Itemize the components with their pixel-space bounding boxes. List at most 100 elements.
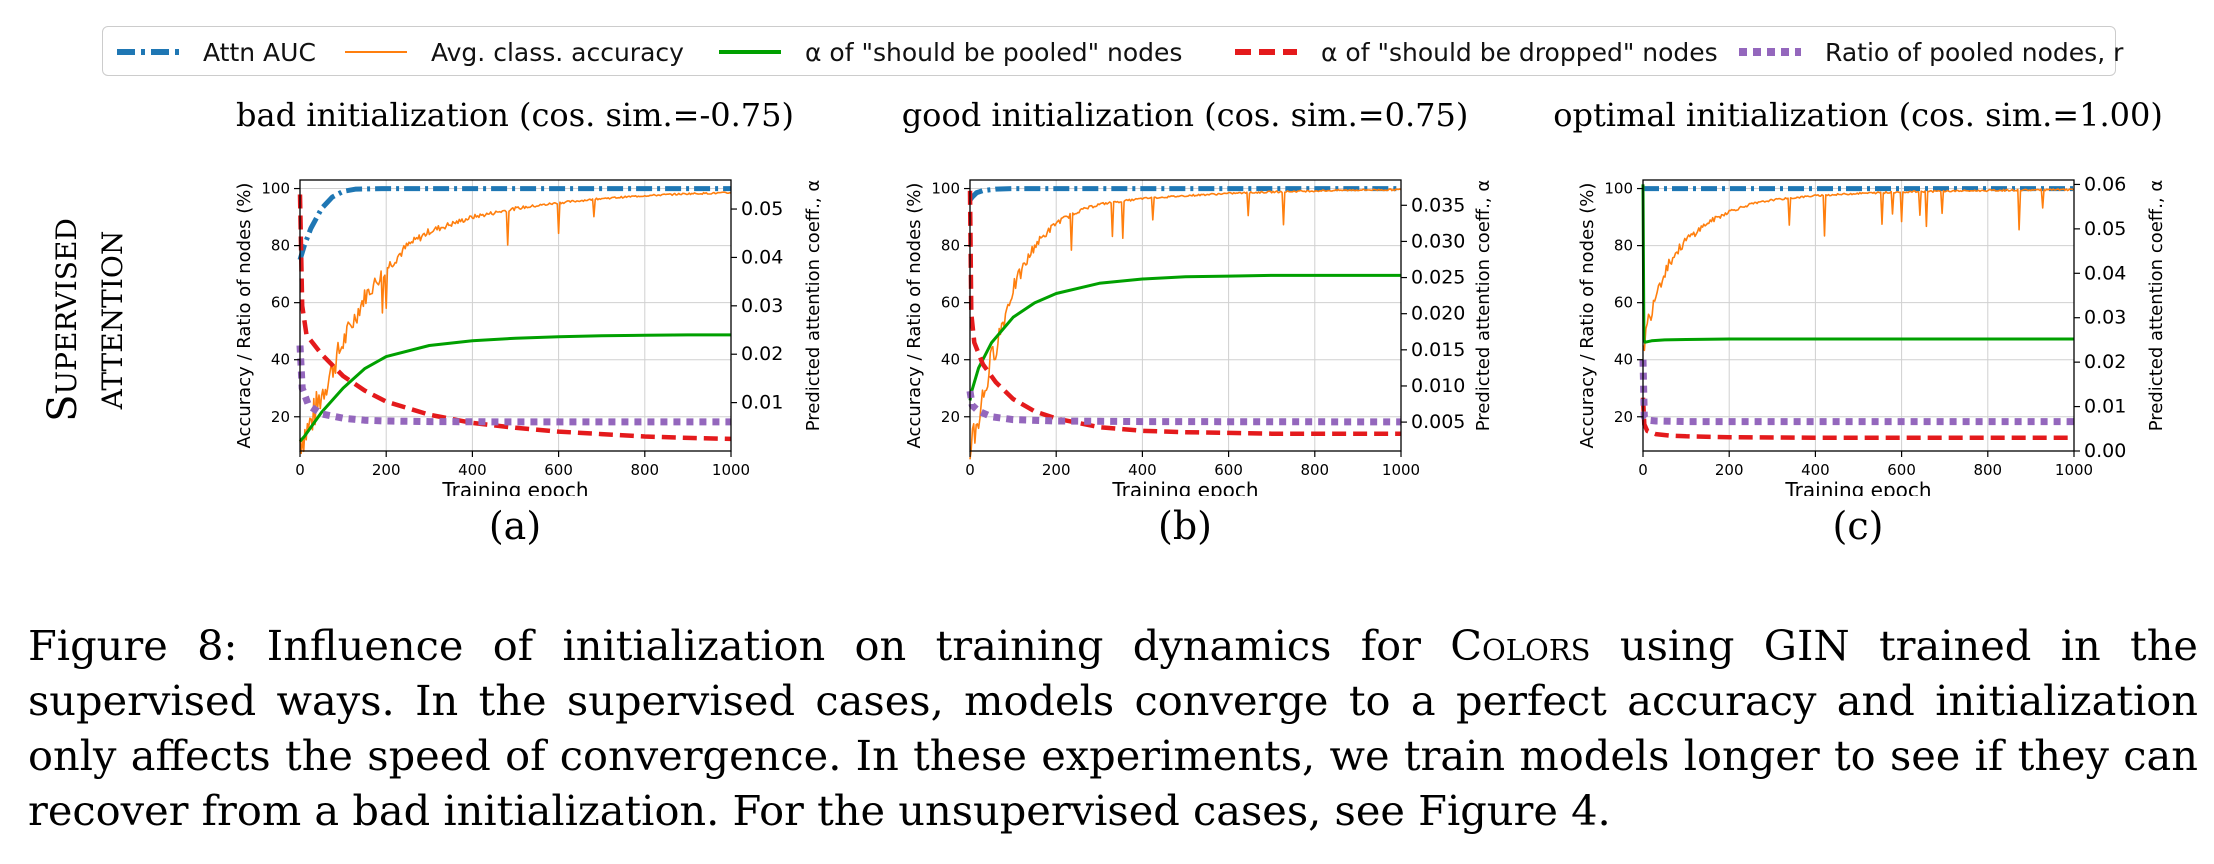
chart-title: optimal initialization (cos. sim.=1.00) xyxy=(1553,96,2163,134)
chart-plot-b: 0 200 400 600 800 1000 20 40 60 80 100 0.005 0.010 0.… xyxy=(904,179,1494,496)
legend-label: Ratio of pooled nodes, r xyxy=(1825,37,2124,67)
y-tick-label: 80 xyxy=(271,237,290,255)
chart-panel-a: bad initialization (cos. sim.=-0.75) 0 20… xyxy=(165,96,865,556)
legend-item-dropped-alpha: α of "should be dropped" nodes xyxy=(1233,27,1718,77)
x-tick-label: 400 xyxy=(1128,461,1157,479)
legend-label: α of "should be dropped" nodes xyxy=(1321,37,1718,67)
x-tick-label: 0 xyxy=(965,461,975,479)
row-label: Supervised attention xyxy=(40,170,132,470)
y-tick-label: 80 xyxy=(1614,237,1633,255)
x-tick-label: 1000 xyxy=(1382,461,1420,479)
x-tick-label: 800 xyxy=(630,461,659,479)
legend-swatch-pooled-alpha xyxy=(719,50,781,54)
y2-tick-label: 0.010 xyxy=(1411,375,1465,397)
y2-tick-label: 0.030 xyxy=(1411,230,1465,252)
series-line-attn-auc xyxy=(297,186,731,261)
x-tick-label: 200 xyxy=(1042,461,1071,479)
chart-plot-c: 0 200 400 600 800 1000 20 40 60 80 100 0.00 0.01 0.02… xyxy=(1577,173,2167,496)
y2-tick-label: 0.005 xyxy=(1411,411,1465,433)
series-line-of-should-be-pooled-nodes xyxy=(968,273,1401,401)
y-tick-label: 60 xyxy=(941,294,960,312)
x-tick-label: 0 xyxy=(1638,461,1648,479)
y2-axis-label: Predicted attention coeff., α xyxy=(803,180,824,431)
chart-title: good initialization (cos. sim.=0.75) xyxy=(901,96,1469,134)
y2-tick-label: 0.015 xyxy=(1411,339,1465,361)
series-line-ratio-of-pooled-nodes-r xyxy=(1639,359,2074,426)
x-axis-label: Training epoch xyxy=(441,478,588,496)
y2-tick-label: 0.03 xyxy=(741,295,783,317)
y-axis-label: Accuracy / Ratio of nodes (%) xyxy=(234,183,255,449)
figure-caption: Figure 8: Influence of initialization on… xyxy=(28,618,2198,838)
legend-item-accuracy: Avg. class. accuracy xyxy=(343,27,684,77)
legend-label: α of "should be pooled" nodes xyxy=(805,37,1183,67)
y-tick-label: 60 xyxy=(1614,294,1633,312)
y2-tick-label: 0.02 xyxy=(741,343,783,365)
row-label-line1: Supervised xyxy=(40,218,86,422)
axes-frame xyxy=(299,179,732,452)
legend-swatch-ratio xyxy=(1739,48,1801,56)
chart-title: bad initialization (cos. sim.=-0.75) xyxy=(236,96,794,134)
series-line-avg-class-accuracy xyxy=(969,188,1402,460)
y2-tick-label: 0.06 xyxy=(2084,173,2126,195)
y2-tick-label: 0.035 xyxy=(1411,194,1465,216)
y2-tick-label: 0.04 xyxy=(741,246,783,268)
series-line-avg-class-accuracy xyxy=(1642,188,2075,352)
grid xyxy=(299,180,732,451)
y-tick-label: 20 xyxy=(271,408,290,426)
y-tick-label: 100 xyxy=(931,180,960,198)
series-line-ratio-of-pooled-nodes-r xyxy=(966,390,1402,426)
y-tick-label: 40 xyxy=(941,351,960,369)
x-tick-label: 800 xyxy=(1973,461,2002,479)
y2-axis-label: Predicted attention coeff., α xyxy=(1473,180,1494,431)
chart-panel-b: good initialization (cos. sim.=0.75) 0 20… xyxy=(835,96,1535,556)
panel-label: (a) xyxy=(488,504,542,548)
x-tick-label: 400 xyxy=(458,461,487,479)
legend-swatch-dropped-alpha xyxy=(1235,49,1297,55)
series-line-avg-class-accuracy xyxy=(299,191,732,455)
x-tick-label: 600 xyxy=(544,461,573,479)
chart-panel-c: optimal initialization (cos. sim.=1.00) … xyxy=(1508,96,2208,556)
y-tick-label: 100 xyxy=(261,180,290,198)
panel-label: (c) xyxy=(1832,504,1884,548)
x-tick-label: 1000 xyxy=(2055,461,2093,479)
y2-tick-label: 0.01 xyxy=(741,392,783,414)
y2-tick-label: 0.04 xyxy=(2084,262,2126,284)
y2-tick-label: 0.05 xyxy=(741,198,783,220)
legend: Attn AUC Avg. class. accuracy α of "shou… xyxy=(102,26,2123,77)
x-tick-label: 0 xyxy=(295,461,305,479)
series-line-of-should-be-pooled-nodes xyxy=(1641,184,2074,344)
axes-frame xyxy=(1642,179,2075,452)
x-tick-label: 600 xyxy=(1214,461,1243,479)
caption-line: supervised ways. In the supervised cases… xyxy=(28,676,2198,725)
y-tick-label: 100 xyxy=(1604,180,1633,198)
panel-label: (b) xyxy=(1158,504,1212,548)
series-line-of-should-be-dropped-nodes xyxy=(1640,397,2074,440)
dataset-name: Colors xyxy=(1450,621,1591,670)
legend-label: Avg. class. accuracy xyxy=(431,37,684,67)
caption-line: recover from a bad initialization. For t… xyxy=(28,786,1611,835)
chart-plot-a: 0 200 400 600 800 1000 20 40 60 80 100 0.01 0.02 0.03… xyxy=(234,179,824,496)
y-tick-label: 40 xyxy=(1614,351,1633,369)
x-tick-label: 800 xyxy=(1300,461,1329,479)
caption-line: only affects the speed of convergence. I… xyxy=(28,731,2198,780)
y2-axis-label: Predicted attention coeff., α xyxy=(2146,180,2167,431)
series-line-of-should-be-dropped-nodes xyxy=(297,194,732,442)
legend-item-attn-auc: Attn AUC xyxy=(115,27,316,77)
legend-item-ratio: Ratio of pooled nodes, r xyxy=(1737,27,2123,77)
x-tick-label: 200 xyxy=(1715,461,1744,479)
y-tick-label: 80 xyxy=(941,237,960,255)
legend-item-pooled-alpha: α of "should be pooled" nodes xyxy=(717,27,1182,77)
series-line-ratio-of-pooled-nodes-r xyxy=(296,345,731,426)
y-tick-label: 20 xyxy=(1614,408,1633,426)
x-axis-label: Training epoch xyxy=(1111,478,1258,496)
x-tick-label: 600 xyxy=(1887,461,1916,479)
legend-swatch-attn-auc xyxy=(117,49,179,55)
y2-tick-label: 0.00 xyxy=(2084,440,2126,462)
x-tick-label: 400 xyxy=(1801,461,1830,479)
y-tick-label: 40 xyxy=(271,351,290,369)
row-label-line2: attention xyxy=(86,230,132,410)
y-axis-label: Accuracy / Ratio of nodes (%) xyxy=(904,183,925,449)
caption-line: Figure 8: Influence of initialization on… xyxy=(28,621,2198,670)
legend-swatch-accuracy xyxy=(345,51,407,53)
y-tick-label: 60 xyxy=(271,294,290,312)
